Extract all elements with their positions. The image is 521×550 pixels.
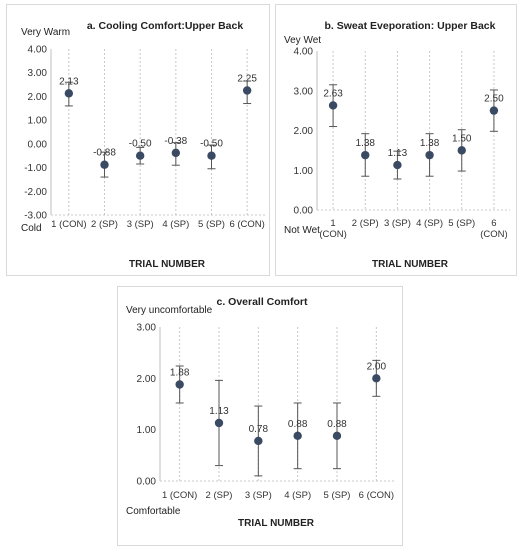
x-tick-label: 5 (SP) bbox=[448, 218, 475, 229]
x-tick-label: 2 (SP) bbox=[206, 490, 233, 501]
data-label: 2.00 bbox=[367, 361, 387, 372]
x-tick-label: 4 (SP) bbox=[162, 219, 189, 230]
data-point bbox=[100, 160, 109, 169]
data-point bbox=[332, 431, 342, 441]
chart-panel-overall-comfort: c. Overall Comfort Very uncomfortable Co… bbox=[117, 286, 403, 546]
y-tick-label: 3.00 bbox=[28, 68, 48, 79]
data-label: 2.50 bbox=[484, 94, 504, 105]
x-tick-label: 1 bbox=[330, 218, 335, 229]
data-label: 0.88 bbox=[288, 419, 308, 430]
y-tick-label: -2.00 bbox=[24, 187, 47, 198]
chart-overall-comfort: c. Overall Comfort Very uncomfortable Co… bbox=[126, 296, 396, 529]
bottom-annotation: Comfortable bbox=[126, 506, 181, 517]
y-tick-label: 2.00 bbox=[28, 92, 48, 103]
data-point bbox=[207, 151, 216, 160]
x-tick-label: 6 (CON) bbox=[229, 219, 264, 230]
top-annotation: Very uncomfortable bbox=[126, 305, 213, 316]
data-point bbox=[425, 150, 434, 160]
x-tick-label: 5 (SP) bbox=[198, 219, 225, 230]
data-point bbox=[64, 89, 74, 98]
data-label: 2.13 bbox=[59, 76, 79, 87]
x-tick-label: (CON) bbox=[319, 229, 346, 240]
y-tick-label: 3.00 bbox=[294, 86, 314, 97]
x-tick-label: 2 (SP) bbox=[91, 219, 118, 230]
data-point bbox=[175, 380, 184, 389]
y-tick-label: 1.00 bbox=[28, 116, 48, 127]
data-label: 2.63 bbox=[323, 88, 343, 99]
data-label: 1.13 bbox=[209, 406, 229, 417]
data-label: -0.38 bbox=[164, 136, 187, 147]
chart-title: c. Overall Comfort bbox=[216, 296, 308, 308]
top-annotation: Vey Wet bbox=[284, 35, 321, 46]
data-label: 1.38 bbox=[420, 138, 440, 149]
data-label: 0.88 bbox=[327, 419, 347, 430]
y-tick-label: -1.00 bbox=[24, 163, 47, 174]
data-point bbox=[171, 148, 181, 158]
x-tick-label: 5 (SP) bbox=[324, 490, 351, 501]
y-tick-label: 0.00 bbox=[294, 206, 314, 217]
x-tick-label: 6 bbox=[491, 218, 496, 229]
x-axis-title: TRIAL NUMBER bbox=[238, 518, 315, 529]
data-point bbox=[135, 151, 145, 160]
data-label: 1.13 bbox=[388, 148, 408, 159]
x-tick-label: 6 (CON) bbox=[359, 490, 394, 501]
x-tick-label: (CON) bbox=[480, 229, 507, 240]
x-tick-label: 2 (SP) bbox=[352, 218, 379, 229]
data-label: -0.50 bbox=[200, 139, 223, 150]
y-tick-label: 4.00 bbox=[28, 45, 48, 56]
y-tick-label: 3.00 bbox=[137, 323, 157, 334]
bottom-annotation: Not Wet bbox=[284, 225, 320, 236]
bottom-annotation: Cold bbox=[21, 223, 42, 234]
data-label: -0.88 bbox=[93, 148, 116, 159]
data-point bbox=[214, 418, 224, 428]
y-tick-label: 2.00 bbox=[137, 374, 157, 385]
chart-sweat-evaporation: b. Sweat Eveporation: Upper Back Vey Wet… bbox=[284, 20, 510, 270]
data-point bbox=[489, 106, 499, 115]
x-tick-label: 3 (SP) bbox=[127, 219, 154, 230]
data-point bbox=[328, 101, 338, 110]
data-label: 1.38 bbox=[356, 138, 376, 149]
chart-title: a. Cooling Comfort:Upper Back bbox=[87, 20, 244, 32]
data-label: -0.50 bbox=[129, 139, 152, 150]
data-label: 0.78 bbox=[249, 424, 269, 435]
y-tick-label: 0.00 bbox=[137, 477, 157, 488]
top-annotation: Very Warm bbox=[21, 27, 70, 38]
y-tick-label: 2.00 bbox=[294, 126, 314, 137]
y-tick-label: 4.00 bbox=[294, 47, 314, 58]
chart-panel-sweat-evaporation: b. Sweat Eveporation: Upper Back Vey Wet… bbox=[275, 4, 517, 276]
data-label: 1.50 bbox=[452, 133, 472, 144]
chart-panel-cooling-comfort: a. Cooling Comfort:Upper Back Very Warm … bbox=[6, 4, 270, 276]
data-point bbox=[393, 160, 402, 170]
y-tick-label: 0.00 bbox=[28, 139, 48, 150]
y-tick-label: 1.00 bbox=[294, 166, 314, 177]
x-tick-label: 4 (SP) bbox=[284, 490, 311, 501]
data-point bbox=[372, 374, 381, 383]
x-tick-label: 3 (SP) bbox=[384, 218, 411, 229]
chart-cooling-comfort: a. Cooling Comfort:Upper Back Very Warm … bbox=[21, 20, 265, 270]
x-tick-label: 1 (CON) bbox=[51, 219, 86, 230]
x-tick-label: 3 (SP) bbox=[245, 490, 272, 501]
x-axis-title: TRIAL NUMBER bbox=[372, 259, 449, 270]
y-tick-label: 1.00 bbox=[137, 425, 157, 436]
y-tick-label: -3.00 bbox=[24, 211, 47, 222]
x-tick-label: 4 (SP) bbox=[416, 218, 443, 229]
data-point bbox=[254, 436, 263, 446]
data-point bbox=[242, 86, 252, 95]
x-tick-label: 1 (CON) bbox=[162, 490, 197, 501]
data-point bbox=[361, 150, 370, 160]
chart-title: b. Sweat Eveporation: Upper Back bbox=[325, 20, 496, 32]
data-point bbox=[293, 431, 302, 441]
data-point bbox=[457, 146, 466, 155]
data-label: 1.88 bbox=[170, 367, 190, 378]
x-axis-title: TRIAL NUMBER bbox=[129, 259, 206, 270]
data-label: 2.25 bbox=[237, 74, 257, 85]
